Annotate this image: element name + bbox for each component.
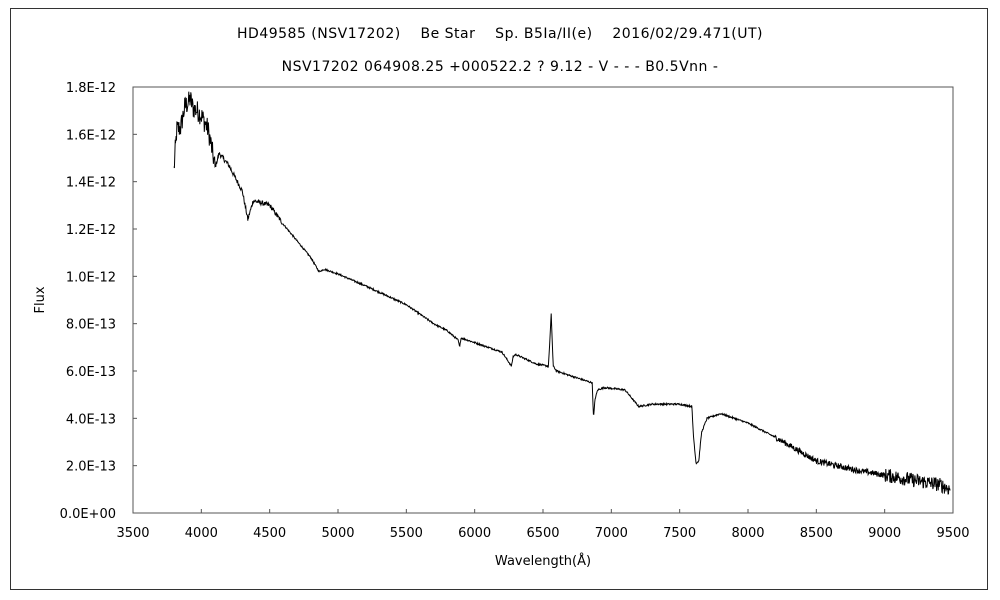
x-tick-label: 6500: [526, 526, 559, 541]
x-tick-label: 5500: [390, 526, 423, 541]
x-tick-label: 8000: [731, 526, 764, 541]
x-tick-label: 4500: [253, 526, 286, 541]
spectrum-line: [173, 91, 951, 495]
x-axis-title: Wavelength(Å): [495, 553, 591, 569]
chart-title: HD49585 (NSV17202) Be Star Sp. B5Ia/II(e…: [237, 26, 763, 42]
y-axis-title: Flux: [33, 286, 48, 313]
y-tick-label: 0.0E+00: [60, 507, 116, 522]
y-tick-label: 1.8E-12: [66, 81, 116, 96]
x-tick-label: 3500: [116, 526, 149, 541]
x-tick-label: 8500: [800, 526, 833, 541]
y-tick-label: 6.0E-13: [66, 365, 116, 380]
x-tick-label: 9000: [868, 526, 901, 541]
x-tick-label: 6000: [458, 526, 491, 541]
x-tick-label: 9500: [936, 526, 969, 541]
y-tick-label: 2.0E-13: [66, 460, 116, 475]
plot-area: [132, 86, 954, 514]
y-tick-label: 1.0E-12: [66, 270, 116, 285]
x-tick-label: 7500: [663, 526, 696, 541]
y-tick-label: 1.4E-12: [66, 176, 116, 191]
x-tick-label: 5000: [321, 526, 354, 541]
x-tick-label: 7000: [595, 526, 628, 541]
chart-frame: [10, 8, 988, 590]
chart-subtitle: NSV17202 064908.25 +000522.2 ? 9.12 - V …: [281, 59, 719, 75]
y-tick-label: 1.2E-12: [66, 223, 116, 238]
x-tick-label: 4000: [185, 526, 218, 541]
y-tick-label: 1.6E-12: [66, 128, 116, 143]
y-tick-label: 8.0E-13: [66, 318, 116, 333]
y-tick-label: 4.0E-13: [66, 412, 116, 427]
